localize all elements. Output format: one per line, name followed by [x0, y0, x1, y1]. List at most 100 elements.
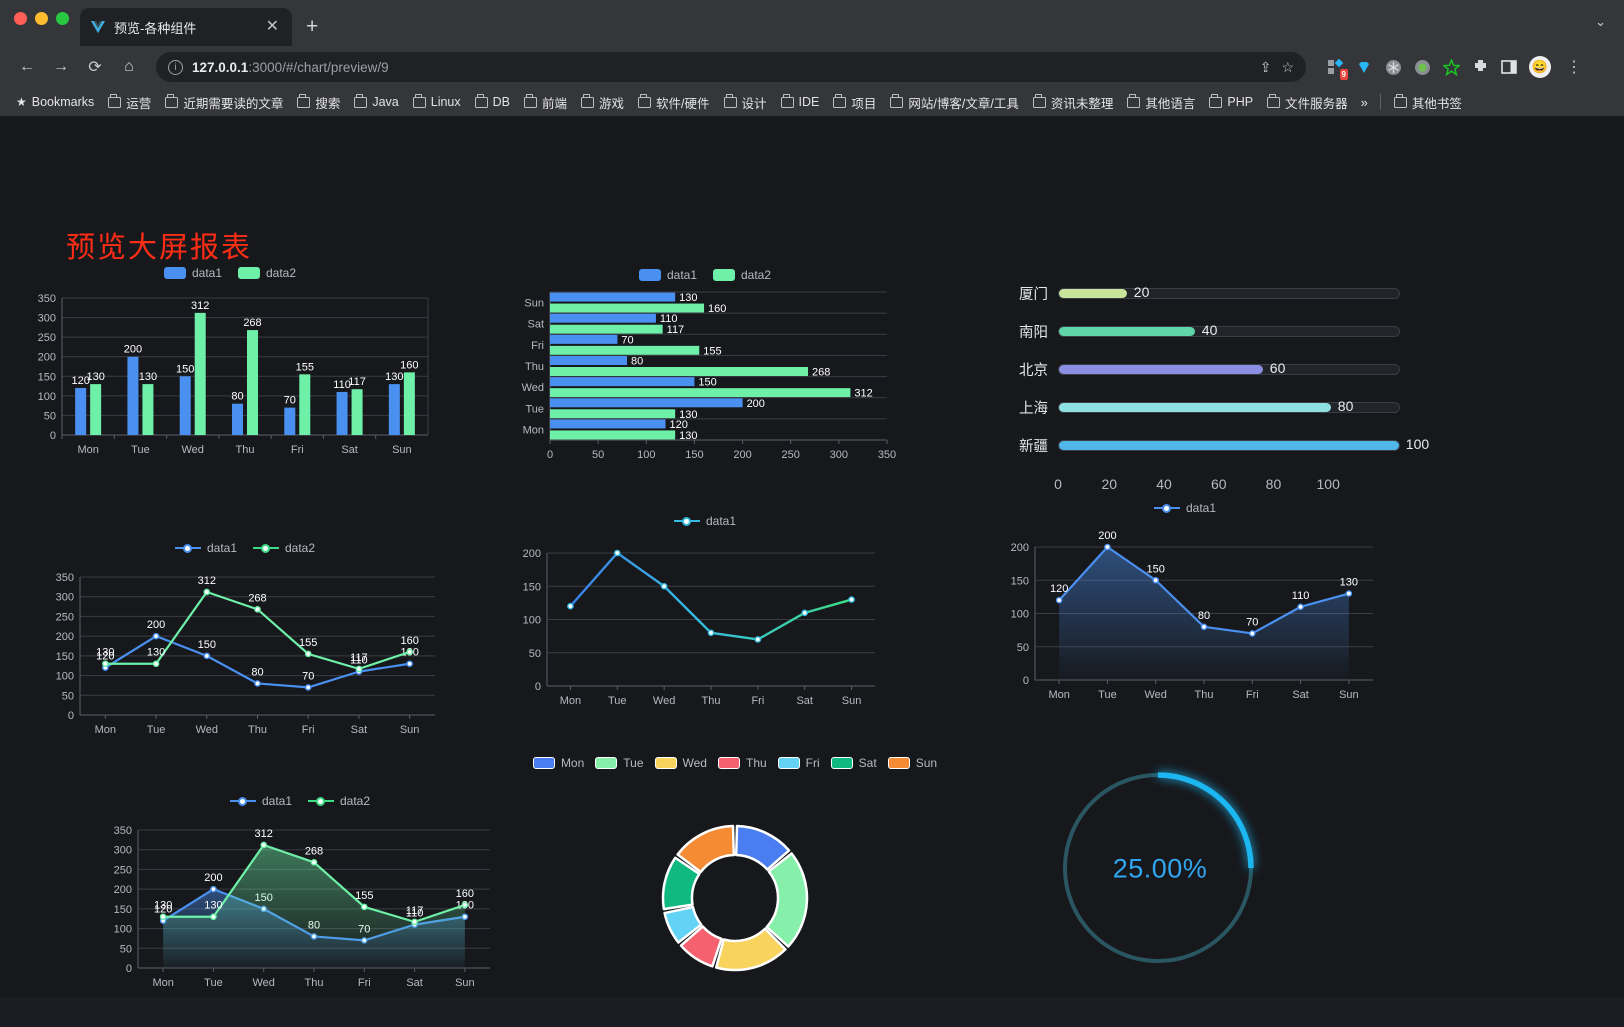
bookmark-folder-1[interactable]: 近期需要读的文章: [159, 90, 289, 115]
star-outline-icon[interactable]: [1442, 58, 1460, 76]
progress-track[interactable]: 40: [1058, 322, 1400, 338]
site-info-icon[interactable]: i: [168, 59, 183, 75]
bookmark-folder-14[interactable]: 其他语言: [1121, 90, 1201, 115]
legend-item-data2[interactable]: data2: [713, 268, 771, 282]
legend-item-data1[interactable]: data1: [174, 541, 237, 555]
bookmark-folder-6[interactable]: 前端: [518, 90, 573, 115]
svg-text:350: 350: [38, 293, 56, 305]
legend-label: Mon: [560, 756, 585, 770]
tab-close-icon[interactable]: ✕: [265, 18, 279, 35]
progress-label: 厦门: [1019, 286, 1048, 303]
legend-item-mon[interactable]: Mon: [532, 756, 585, 770]
home-button[interactable]: ⌂: [124, 58, 134, 75]
maximize-window-button[interactable]: [56, 12, 69, 25]
legend-item-data1[interactable]: data1: [673, 514, 737, 528]
legend-item-data2[interactable]: data2: [253, 541, 315, 555]
bookmark-label: 前端: [542, 96, 568, 111]
chart-line-dual: data1 data2 0 50 100 150 200 250 300 350 Mon Tue W…: [35, 541, 455, 750]
progress-track[interactable]: 100: [1058, 436, 1429, 452]
browser-tab[interactable]: 预览-各种组件 ✕: [80, 8, 292, 46]
bookmark-folder-10[interactable]: IDE: [775, 92, 826, 112]
bookmark-folder-13[interactable]: 资讯未整理: [1027, 90, 1120, 115]
legend-swatch: [887, 757, 910, 769]
extension-grid-icon[interactable]: 9: [1326, 58, 1348, 80]
svg-text:268: 268: [243, 317, 261, 329]
progress-track[interactable]: 60: [1058, 360, 1400, 376]
bookmark-star-icon[interactable]: ☆: [1281, 58, 1294, 75]
svg-text:300: 300: [38, 313, 56, 325]
legend-swatch: [673, 515, 700, 527]
folder-icon: [297, 94, 311, 108]
legend-item-wed[interactable]: Wed: [654, 756, 707, 770]
bookmark-folder-9[interactable]: 设计: [718, 90, 773, 115]
progress-label: 上海: [1019, 400, 1048, 417]
progress-fill: [1059, 364, 1263, 374]
legend-item-thu[interactable]: Thu: [717, 756, 767, 770]
bookmarks-overflow-icon[interactable]: »: [1360, 94, 1368, 110]
svg-text:0: 0: [126, 963, 132, 975]
svg-text:Wed: Wed: [196, 724, 218, 736]
url-path: :3000/#/chart/preview/9: [248, 59, 389, 75]
bookmark-other[interactable]: 其他书签: [1388, 90, 1468, 115]
bookmark-folder-8[interactable]: 软件/硬件: [632, 90, 715, 115]
new-tab-button[interactable]: +: [306, 15, 319, 38]
bookmark-folder-15[interactable]: PHP: [1203, 92, 1259, 112]
svg-text:150: 150: [1147, 563, 1165, 575]
bookmark-folder-12[interactable]: 网站/博客/文章/工具: [884, 90, 1024, 115]
address-bar-url: 127.0.0.1:3000/#/chart/preview/9: [192, 60, 389, 75]
legend-label: data1: [705, 514, 737, 528]
legend-swatch: [717, 757, 740, 769]
folder-icon: [1209, 94, 1223, 108]
svg-text:120: 120: [1050, 583, 1068, 595]
progress-value: 100: [1405, 435, 1430, 452]
puzzle-icon[interactable]: [1471, 58, 1489, 76]
dashboard-page: 预览大屏报表 data1 data2 0 50 100 150 200 250 300 350…: [0, 116, 1624, 997]
legend-item-data1[interactable]: data1: [638, 268, 697, 282]
gear-circle-icon[interactable]: [1384, 58, 1402, 76]
legend-item-data2[interactable]: data2: [238, 266, 296, 280]
svg-text:160: 160: [456, 888, 474, 900]
reload-button[interactable]: ⟳: [88, 59, 102, 76]
bookmark-folder-3[interactable]: Java: [348, 92, 404, 112]
bookmark-label: 其他语言: [1145, 96, 1196, 111]
bookmark-folder-7[interactable]: 游戏: [575, 90, 630, 115]
legend-item-fri[interactable]: Fri: [777, 756, 820, 770]
bookmark-folder-2[interactable]: 搜索: [291, 90, 346, 115]
legend-item-data1[interactable]: data1: [229, 794, 292, 808]
green-dot-icon[interactable]: [1413, 58, 1431, 76]
legend-item-data1[interactable]: data1: [1153, 501, 1216, 515]
browser-menu-icon[interactable]: ⋮: [1566, 59, 1582, 76]
close-window-button[interactable]: [14, 12, 27, 25]
bookmark-folder-0[interactable]: 运营: [102, 90, 157, 115]
avatar[interactable]: 😄: [1529, 56, 1551, 78]
window-traffic-lights[interactable]: [14, 12, 69, 25]
back-button[interactable]: ←: [19, 58, 35, 75]
progress-track[interactable]: 20: [1058, 284, 1400, 300]
legend-item-data2[interactable]: data2: [308, 794, 370, 808]
bookmark-root[interactable]: ★ Bookmarks: [10, 92, 100, 112]
progress-track[interactable]: 80: [1058, 398, 1400, 414]
bookmark-folder-4[interactable]: Linux: [407, 92, 467, 112]
legend-item-sun[interactable]: Sun: [887, 756, 937, 770]
address-bar[interactable]: i 127.0.0.1:3000/#/chart/preview/9 ⇪ ☆: [156, 52, 1306, 82]
svg-text:300: 300: [830, 449, 848, 461]
legend-item-data1[interactable]: data1: [163, 266, 222, 280]
diamond-icon[interactable]: [1355, 58, 1373, 76]
svg-text:Sat: Sat: [1292, 689, 1309, 701]
svg-text:Sun: Sun: [400, 724, 420, 736]
svg-text:Thu: Thu: [305, 977, 324, 989]
minimize-window-button[interactable]: [35, 12, 48, 25]
legend-item-tue[interactable]: Tue: [595, 756, 644, 770]
bookmark-folder-16[interactable]: 文件服务器: [1261, 90, 1354, 115]
legend-item-sat[interactable]: Sat: [830, 756, 877, 770]
svg-text:Tue: Tue: [525, 403, 544, 415]
svg-text:100: 100: [114, 924, 132, 936]
bookmark-folder-5[interactable]: DB: [469, 92, 516, 112]
forward-button[interactable]: →: [53, 58, 69, 75]
sidepanel-icon[interactable]: [1500, 58, 1518, 76]
bookmark-folder-11[interactable]: 项目: [827, 90, 882, 115]
share-icon[interactable]: ⇪: [1259, 58, 1272, 75]
svg-text:117: 117: [667, 324, 685, 336]
chevron-down-icon[interactable]: ⌄: [1595, 14, 1606, 29]
svg-text:130: 130: [86, 371, 104, 383]
